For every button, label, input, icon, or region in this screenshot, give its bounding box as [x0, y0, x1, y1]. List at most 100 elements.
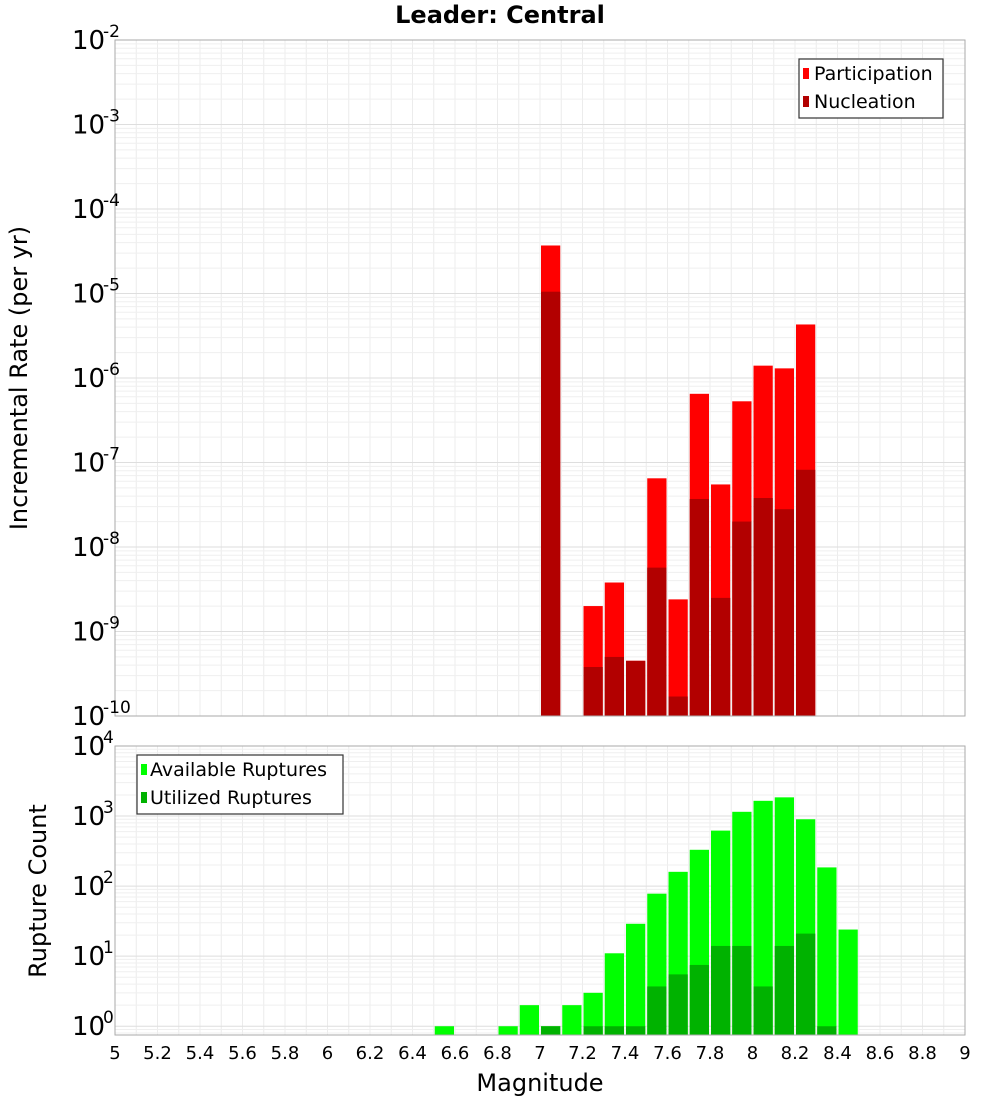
y-tick-label-base: 10 — [72, 364, 105, 394]
bar-utilized-ruptures — [604, 1026, 624, 1035]
x-tick-label: 5.2 — [143, 1043, 172, 1064]
bottom-bars — [434, 797, 858, 1035]
y-tick-label-exponent: -7 — [103, 445, 120, 465]
y-tick-label-base: 10 — [72, 942, 105, 972]
x-tick-label: 7 — [534, 1043, 545, 1064]
x-tick-label: 8.6 — [866, 1043, 895, 1064]
bar-utilized-ruptures — [626, 1026, 646, 1035]
bar-nucleation — [583, 667, 603, 716]
legend-swatch-utilized — [141, 792, 147, 803]
x-tick-label: 7.4 — [611, 1043, 640, 1064]
x-tick-label: 5 — [109, 1043, 120, 1064]
bar-participation — [668, 599, 688, 716]
y-tick-label-exponent: -10 — [103, 698, 131, 718]
bottom-plot-frame — [114, 745, 966, 1036]
bar-nucleation — [774, 509, 794, 716]
bar-nucleation — [753, 498, 773, 716]
bar-nucleation — [647, 567, 667, 716]
y-tick-label-base: 10 — [72, 111, 105, 141]
bar-utilized-ruptures — [689, 964, 709, 1035]
y-tick-label-base: 10 — [72, 802, 105, 832]
x-tick-label: 7.6 — [653, 1043, 682, 1064]
x-tick-label: 6.6 — [441, 1043, 470, 1064]
bar-available-ruptures — [562, 1005, 582, 1035]
top-legend: Participation Nucleation — [798, 58, 944, 119]
y-tick-label-exponent: -6 — [103, 360, 120, 380]
bar-utilized-ruptures — [647, 986, 667, 1035]
bar-nucleation — [668, 696, 688, 716]
bar-available-ruptures — [817, 867, 837, 1035]
bar-utilized-ruptures — [583, 1026, 603, 1035]
x-tick-label: 8.4 — [823, 1043, 852, 1064]
bar-nucleation — [732, 521, 752, 716]
y-tick-label-exponent: -9 — [103, 614, 120, 634]
y-tick-label-exponent: 0 — [103, 1008, 114, 1028]
legend-swatch-available — [141, 764, 147, 775]
x-tick-label: 8.8 — [908, 1043, 937, 1064]
y-tick-label-base: 10 — [72, 872, 105, 902]
bar-available-ruptures — [583, 992, 603, 1035]
y-tick-label-base: 10 — [72, 280, 105, 310]
bottom-y-axis-label: Rupture Count — [24, 804, 52, 978]
bar-available-ruptures — [838, 929, 858, 1035]
bar-utilized-ruptures — [541, 1026, 561, 1035]
x-tick-label: 8.2 — [781, 1043, 810, 1064]
y-tick-label-base: 10 — [72, 26, 105, 56]
legend-label-participation: Participation — [814, 63, 933, 85]
legend-label-utilized: Utilized Ruptures — [150, 787, 312, 809]
y-tick-label-exponent: 1 — [103, 938, 114, 958]
y-tick-label-exponent: 3 — [103, 798, 114, 818]
y-tick-label-base: 10 — [72, 618, 105, 648]
x-tick-label: 5.6 — [228, 1043, 257, 1064]
bar-available-ruptures — [753, 800, 773, 1035]
x-tick-label: 6 — [322, 1043, 333, 1064]
x-tick-label: 8 — [747, 1043, 758, 1064]
x-tick-label: 6.2 — [356, 1043, 385, 1064]
y-tick-label-base: 10 — [72, 732, 105, 762]
legend-label-available: Available Ruptures — [150, 759, 327, 781]
bar-available-ruptures — [498, 1026, 518, 1035]
top-plot-frame — [114, 39, 966, 717]
bar-available-ruptures — [434, 1026, 454, 1035]
bottom-legend: Available Ruptures Utilized Ruptures — [136, 754, 344, 815]
y-tick-label-exponent: -5 — [103, 276, 120, 296]
x-tick-label: 6.4 — [398, 1043, 427, 1064]
y-tick-label-base: 10 — [72, 195, 105, 225]
bar-available-ruptures — [519, 1005, 539, 1035]
legend-swatch-nucleation — [803, 96, 809, 107]
y-tick-label-exponent: 4 — [103, 728, 114, 748]
legend-label-nucleation: Nucleation — [814, 91, 916, 113]
top-bars — [541, 245, 816, 717]
x-tick-label: 7.8 — [696, 1043, 725, 1064]
x-tick-label: 7.2 — [568, 1043, 597, 1064]
bar-nucleation — [796, 469, 816, 716]
x-tick-label: 6.8 — [483, 1043, 512, 1064]
bar-utilized-ruptures — [711, 945, 731, 1035]
bar-utilized-ruptures — [753, 986, 773, 1035]
x-tick-label: 5.8 — [271, 1043, 300, 1064]
bar-nucleation — [689, 498, 709, 716]
bar-nucleation — [626, 660, 646, 716]
x-axis-label: Magnitude — [476, 1069, 603, 1097]
x-tick-label: 5.4 — [186, 1043, 215, 1064]
bar-utilized-ruptures — [774, 945, 794, 1035]
y-tick-label-exponent: -4 — [103, 191, 120, 211]
bar-utilized-ruptures — [668, 974, 688, 1035]
y-tick-label-exponent: -2 — [103, 22, 120, 42]
bar-utilized-ruptures — [732, 945, 752, 1035]
bar-available-ruptures — [604, 953, 624, 1035]
chart-title: Leader: Central — [395, 1, 605, 29]
top-y-axis-label: Incremental Rate (per yr) — [5, 226, 33, 530]
bar-available-ruptures — [626, 923, 646, 1035]
y-tick-label-exponent: -8 — [103, 529, 120, 549]
bar-nucleation — [604, 656, 624, 716]
bottom-legend-box — [136, 754, 344, 815]
x-ticks: 5 5.2 5.4 5.6 5.8 6 6.2 6.4 6.6 6.8 7 7.2 7.4 7.6 7.8 8… — [109, 1043, 970, 1064]
bar-nucleation — [541, 291, 561, 716]
x-tick-label: 9 — [959, 1043, 970, 1064]
top-gridlines — [114, 40, 966, 717]
bar-utilized-ruptures — [796, 933, 816, 1035]
